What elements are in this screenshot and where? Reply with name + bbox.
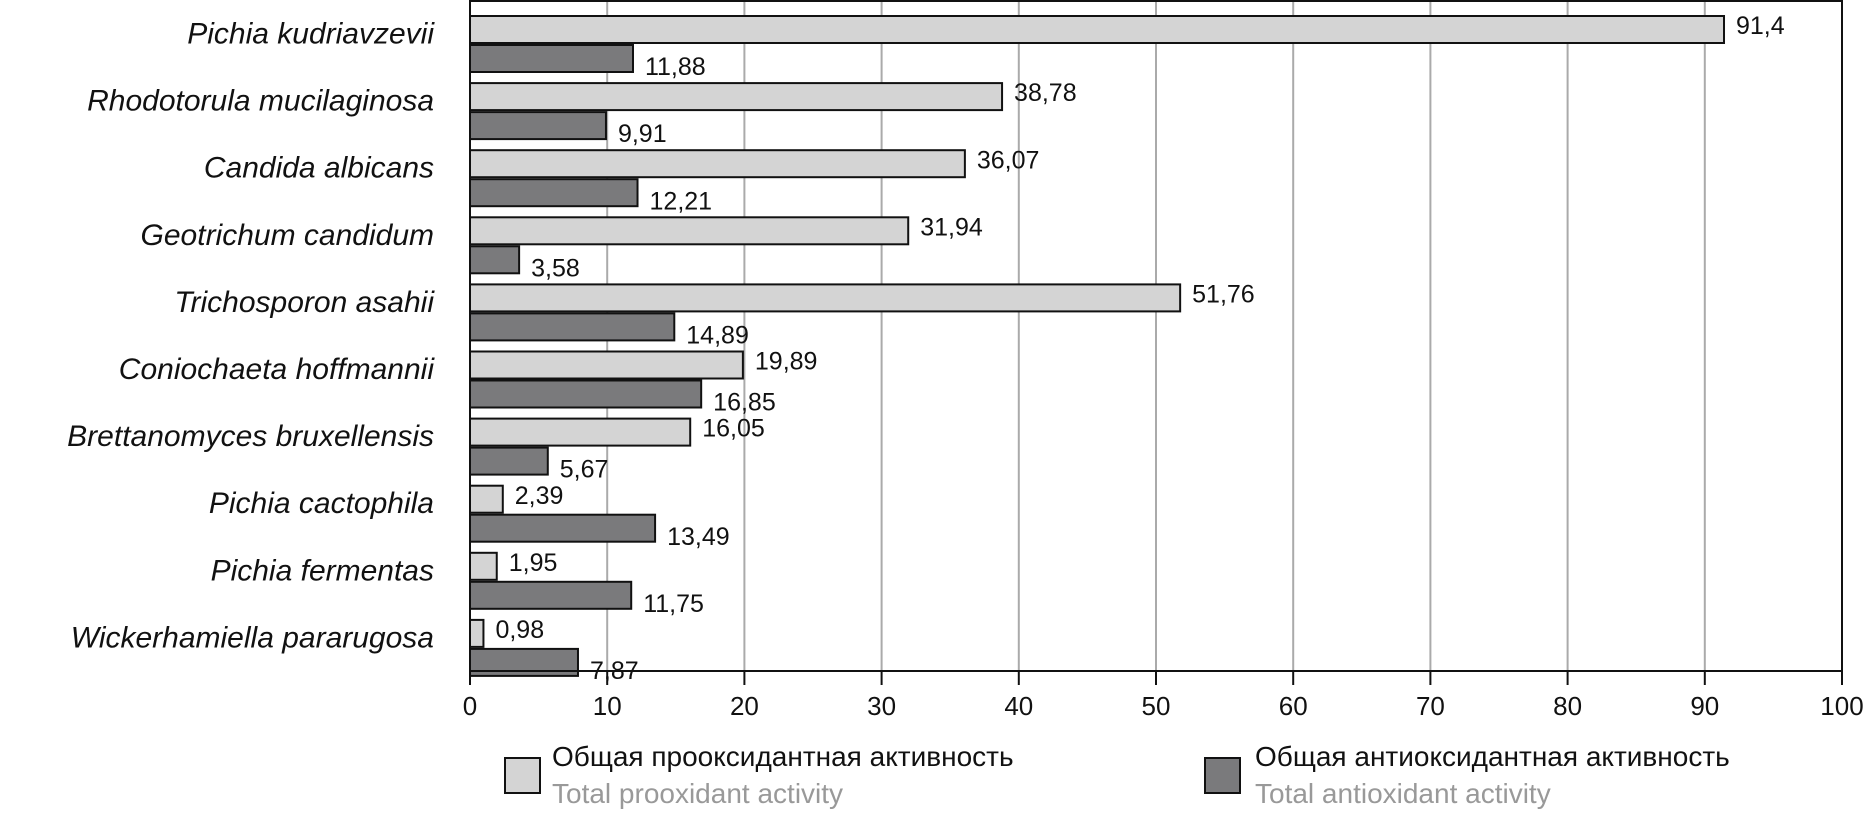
category-label: Pichia fermentas	[211, 554, 434, 587]
x-tick-label: 90	[1690, 691, 1719, 721]
legend-label-antioxidant: Общая антиоксидантная активность	[1255, 741, 1730, 772]
data-label: 5,67	[560, 456, 609, 484]
data-label: 91,4	[1736, 12, 1785, 40]
legend-swatch-antioxidant	[1204, 757, 1241, 794]
bar-prooxidant	[469, 15, 1726, 44]
x-tick-label: 80	[1553, 691, 1582, 721]
x-tick-label: 10	[593, 691, 622, 721]
bar-antioxidant	[469, 178, 639, 208]
bar-antioxidant	[469, 580, 633, 610]
x-tick-label: 0	[463, 691, 477, 721]
category-label: Rhodotorula mucilaginosa	[87, 85, 434, 118]
data-label: 9,91	[618, 120, 667, 148]
bar-prooxidant	[469, 484, 504, 514]
x-tick-label: 20	[730, 691, 759, 721]
data-label: 0,98	[495, 616, 544, 644]
bar-prooxidant	[469, 350, 744, 380]
data-label: 19,89	[755, 348, 818, 376]
data-label: 51,76	[1192, 281, 1255, 309]
legend: Общая прооксидантная активность Total pr…	[504, 741, 1730, 809]
bar-prooxidant	[469, 618, 485, 648]
x-tick-label: 40	[1004, 691, 1033, 721]
bar-prooxidant	[469, 216, 910, 246]
x-tick-label: 50	[1142, 691, 1171, 721]
data-label: 16,05	[702, 415, 765, 443]
bar-prooxidant	[469, 149, 966, 179]
category-label: Candida albicans	[204, 152, 434, 185]
data-label: 11,88	[645, 53, 706, 81]
x-tick-label: 30	[867, 691, 896, 721]
category-label: Brettanomyces bruxellensis	[67, 420, 434, 453]
legend-label-prooxidant: Общая прооксидантная активность	[552, 741, 1014, 772]
data-label: 13,49	[667, 523, 730, 551]
category-label: Pichia kudriavzevii	[187, 17, 435, 50]
bar-prooxidant	[469, 417, 692, 447]
category-label: Pichia cactophila	[209, 487, 434, 520]
legend-item-antioxidant: Общая антиоксидантная активность Total a…	[1204, 741, 1730, 809]
bars	[469, 15, 1726, 677]
x-tick-label: 70	[1416, 691, 1445, 721]
category-label: Coniochaeta hoffmannii	[119, 353, 436, 386]
bar-antioxidant	[469, 44, 634, 73]
legend-item-prooxidant: Общая прооксидантная активность Total pr…	[504, 741, 1014, 809]
data-label: 1,95	[509, 549, 558, 577]
data-label: 12,21	[650, 187, 713, 215]
x-axis: 0 10 20 30 40 50 60 70 80 90 100	[463, 0, 1864, 721]
category-label: Trichosporon asahii	[174, 286, 435, 319]
bar-prooxidant	[469, 551, 498, 581]
data-label: 36,07	[977, 146, 1040, 174]
data-label: 16,85	[713, 389, 776, 417]
bar-antioxidant	[469, 312, 676, 342]
legend-label-prooxidant-en: Total prooxidant activity	[552, 778, 843, 809]
x-tick-label: 60	[1279, 691, 1308, 721]
bar-antioxidant	[469, 111, 607, 141]
value-labels: 91,4 11,88 38,78 9,91 36,07 12,21 31,94 3,58 51,…	[495, 12, 1784, 685]
category-labels: Pichia kudriavzevii Rhodotorula mucilagin…	[67, 17, 435, 654]
bar-antioxidant	[469, 446, 549, 476]
data-label: 38,78	[1014, 79, 1077, 107]
x-tick-label: 100	[1820, 691, 1863, 721]
data-label: 2,39	[515, 482, 564, 510]
data-label: 11,75	[643, 590, 704, 618]
category-label: Wickerhamiella pararugosa	[71, 621, 434, 654]
data-label: 31,94	[920, 213, 983, 241]
bar-antioxidant	[469, 379, 703, 409]
legend-swatch-prooxidant	[504, 757, 541, 794]
data-label: 3,58	[531, 254, 580, 282]
category-label: Geotrichum candidum	[141, 219, 434, 252]
bar-prooxidant	[469, 283, 1182, 313]
bar-antioxidant	[469, 245, 521, 275]
grid-lines	[606, 0, 1706, 671]
legend-label-antioxidant-en: Total antioxidant activity	[1255, 778, 1551, 809]
bar-prooxidant	[469, 82, 1004, 112]
bar-antioxidant	[469, 513, 657, 543]
data-label: 14,89	[686, 322, 749, 350]
